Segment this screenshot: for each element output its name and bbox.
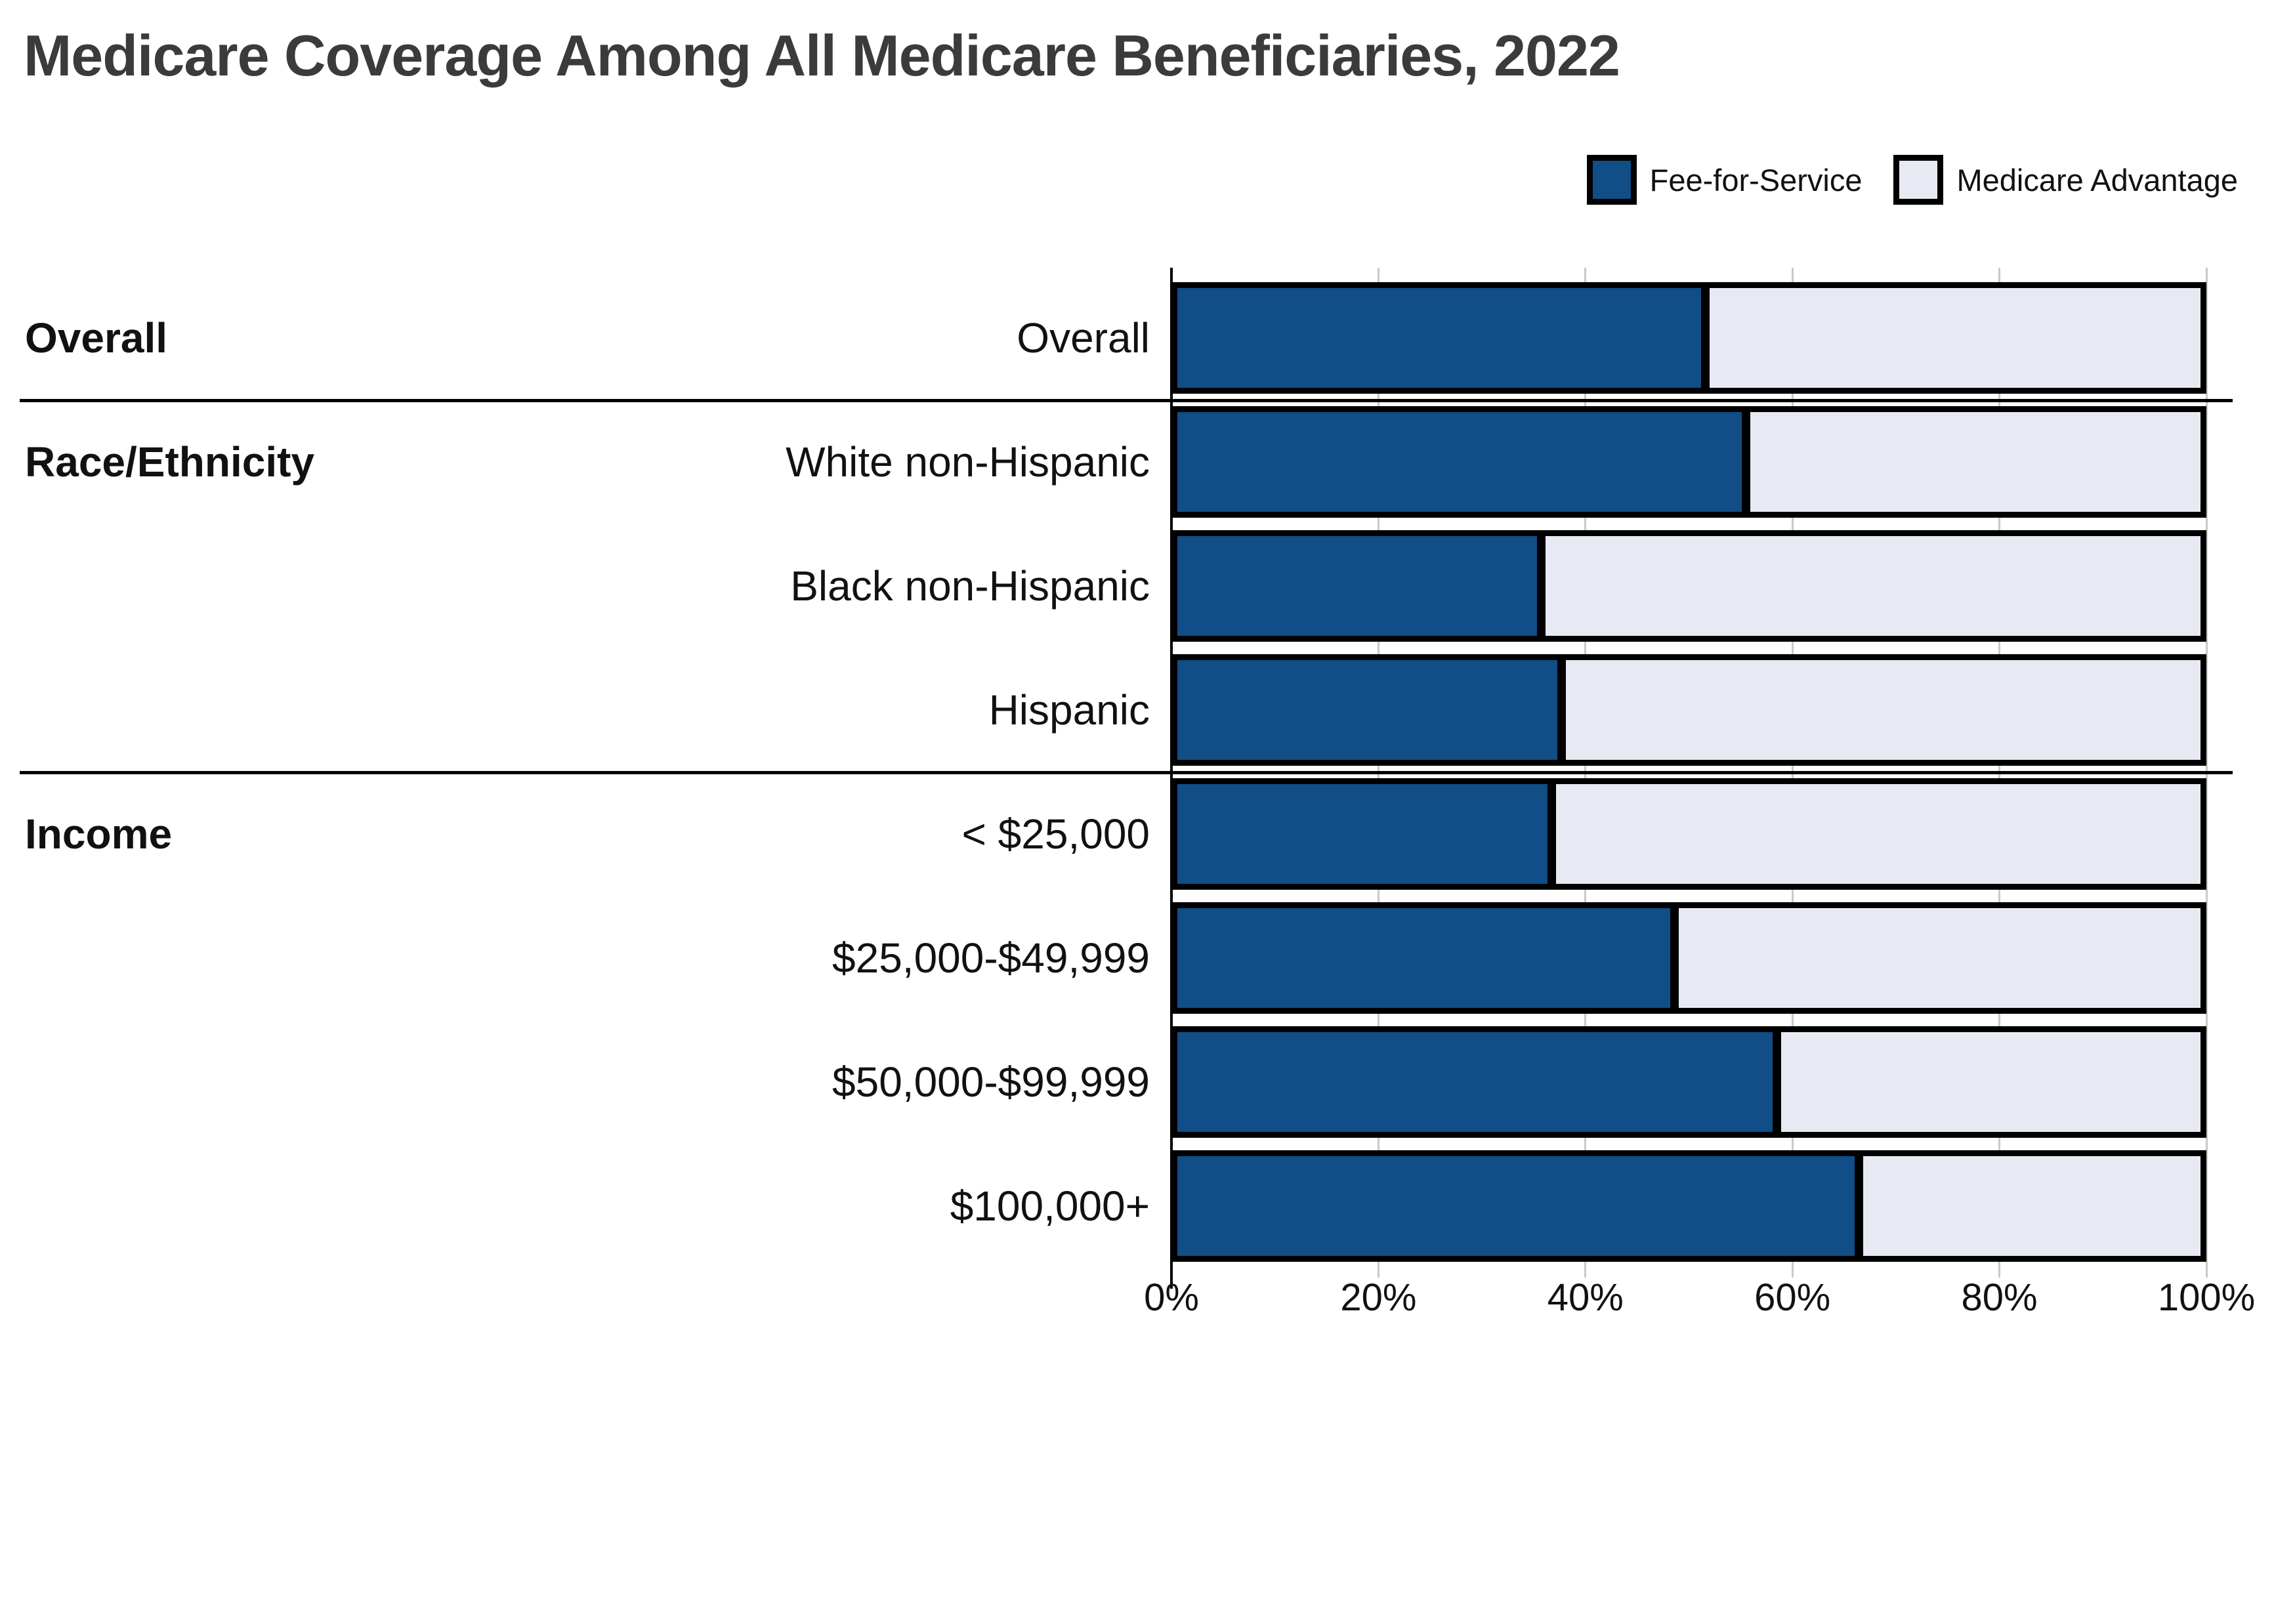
row-label: Overall <box>1017 314 1150 362</box>
bar-segment-fee-for-service <box>1177 1156 1863 1256</box>
axis-tick <box>1998 1262 2001 1278</box>
gridline <box>2205 268 2208 1262</box>
bar-segment-fee-for-service <box>1177 536 1546 636</box>
bar-row <box>1171 1026 2206 1138</box>
section-label: Overall <box>25 314 168 362</box>
bar-segment-fee-for-service <box>1177 784 1556 884</box>
section-label: Income <box>25 810 173 858</box>
legend-item: Fee-for-Service <box>1586 155 1863 205</box>
legend: Fee-for-Service Medicare Advantage <box>1586 155 2238 205</box>
legend-item: Medicare Advantage <box>1893 155 2238 205</box>
row-label: Black non-Hispanic <box>790 562 1150 610</box>
bar-segment-medicare-advantage <box>1678 908 2200 1008</box>
axis-tick-label: 100% <box>2157 1276 2256 1319</box>
bar-segment-fee-for-service <box>1177 412 1751 512</box>
section-divider <box>20 771 2233 774</box>
legend-swatch-icon <box>1893 155 1944 205</box>
row-label: White non-Hispanic <box>786 438 1150 486</box>
bar-row <box>1171 902 2206 1014</box>
axis-tick <box>1791 1262 1794 1278</box>
row-label: $100,000+ <box>950 1182 1150 1230</box>
bar-row <box>1171 778 2206 890</box>
row-label: $25,000-$49,999 <box>832 934 1150 982</box>
bar-segment-fee-for-service <box>1177 660 1567 760</box>
axis-tick <box>1377 1262 1379 1278</box>
bar-segment-medicare-advantage <box>1709 288 2200 388</box>
chart-title: Medicare Coverage Among All Medicare Ben… <box>24 23 1620 88</box>
axis-tick-label: 80% <box>1961 1276 2038 1319</box>
axis-tick <box>1584 1262 1587 1278</box>
axis-tick-label: 40% <box>1547 1276 1624 1319</box>
section-divider <box>20 399 2233 402</box>
bar-segment-medicare-advantage <box>1566 660 2200 760</box>
axis-tick-label: 0% <box>1144 1276 1199 1319</box>
section-label: Race/Ethnicity <box>25 438 315 486</box>
bar-row <box>1171 530 2206 642</box>
row-label: Hispanic <box>988 686 1150 734</box>
legend-item-label: Fee-for-Service <box>1649 162 1863 198</box>
axis-tick <box>2205 1262 2208 1278</box>
legend-item-label: Medicare Advantage <box>1956 162 2238 198</box>
row-label: $50,000-$99,999 <box>832 1058 1150 1106</box>
bar-row <box>1171 654 2206 766</box>
bar-segment-fee-for-service <box>1177 908 1679 1008</box>
bar-row <box>1171 406 2206 518</box>
bar-row <box>1171 1150 2206 1262</box>
legend-swatch-icon <box>1586 155 1637 205</box>
bar-segment-medicare-advantage <box>1750 412 2200 512</box>
bar-segment-medicare-advantage <box>1555 784 2200 884</box>
bar-segment-medicare-advantage <box>1863 1156 2200 1256</box>
bar-segment-fee-for-service <box>1177 288 1710 388</box>
bar-segment-medicare-advantage <box>1780 1032 2200 1132</box>
plot-area <box>1171 268 2208 1262</box>
bar-segment-fee-for-service <box>1177 1032 1781 1132</box>
axis-tick-label: 20% <box>1340 1276 1417 1319</box>
bar-row <box>1171 282 2206 394</box>
row-label: < $25,000 <box>961 810 1150 858</box>
axis-tick-label: 60% <box>1754 1276 1831 1319</box>
bar-segment-medicare-advantage <box>1546 536 2200 636</box>
